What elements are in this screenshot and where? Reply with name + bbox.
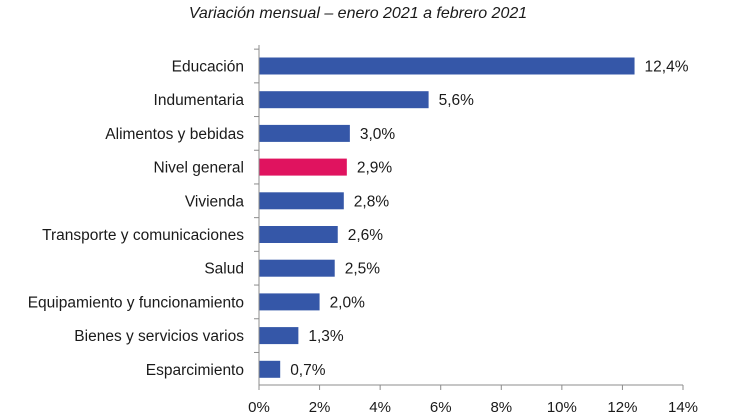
category-labels: Educación Indumentaria Alimentos y bebidas… <box>28 59 245 379</box>
x-tick-label: 12% <box>607 399 637 416</box>
bar-2 <box>259 124 350 142</box>
bar-5 <box>259 226 338 243</box>
x-tick-label: 4% <box>369 399 391 416</box>
x-tick-label: 2% <box>309 399 331 416</box>
bar-9 <box>259 360 281 378</box>
value-label: 2,0% <box>330 294 366 311</box>
bar-6 <box>259 259 335 277</box>
value-labels: 12,4% 5,6% 3,0% 2,9% 2,8% 2,6% 2,5% 2,0% 1,3% 0,7… <box>290 59 689 379</box>
chart-title: Variación mensual – enero 2021 a febrero… <box>189 5 527 22</box>
value-label: 5,6% <box>439 92 475 109</box>
bar-0 <box>259 57 635 75</box>
value-label: 0,7% <box>290 362 326 379</box>
category-label: Indumentaria <box>154 92 245 109</box>
bar-7 <box>259 293 320 311</box>
axes <box>254 45 684 390</box>
category-label: Educación <box>172 59 244 76</box>
category-label: Transporte y comunicaciones <box>42 227 244 244</box>
value-label: 3,0% <box>360 126 396 143</box>
x-tick-label: 0% <box>248 399 270 416</box>
bar-8 <box>259 327 299 345</box>
value-label: 12,4% <box>645 59 689 76</box>
x-tick-labels: 0% 2% 4% 6% 8% 10% 12% 14% <box>248 399 698 416</box>
category-label: Alimentos y bebidas <box>105 126 244 143</box>
bar-1 <box>259 91 429 109</box>
category-label: Equipamiento y funcionamiento <box>28 294 244 311</box>
bar-4 <box>259 192 344 210</box>
x-tick-label: 8% <box>490 399 512 416</box>
bar-3 <box>259 158 347 176</box>
value-label: 1,3% <box>308 328 344 345</box>
value-label: 2,9% <box>357 160 393 177</box>
x-tick-label: 10% <box>547 399 577 416</box>
category-label: Vivienda <box>185 193 245 210</box>
bars-group <box>259 57 635 378</box>
value-label: 2,8% <box>354 193 390 210</box>
category-label: Bienes y servicios varios <box>74 328 244 345</box>
category-label: Nivel general <box>154 160 244 177</box>
category-label: Esparcimiento <box>146 362 244 379</box>
x-tick-label: 14% <box>668 399 698 416</box>
value-label: 2,6% <box>348 227 384 244</box>
x-tick-label: 6% <box>430 399 452 416</box>
value-label: 2,5% <box>345 261 381 278</box>
category-label: Salud <box>204 261 244 278</box>
